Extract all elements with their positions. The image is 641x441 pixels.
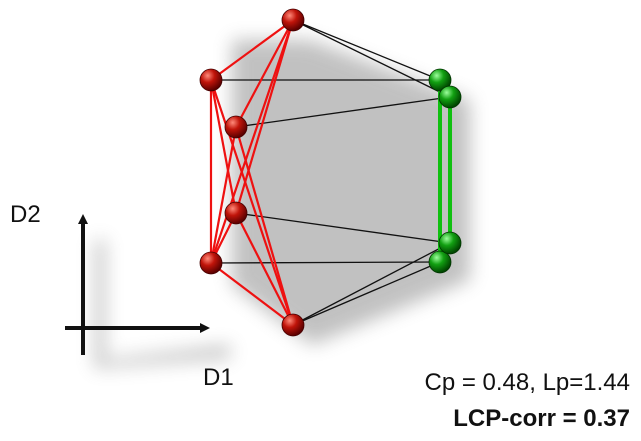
axes xyxy=(65,218,206,355)
y-axis-label: D2 xyxy=(10,201,41,228)
caption-line: Cp = 0.48, Lp=1.44 xyxy=(425,369,631,396)
shadow xyxy=(95,40,470,368)
x-axis-label: D1 xyxy=(203,364,234,391)
caption-result: LCP-corr = 0.37 xyxy=(453,405,630,432)
diagram: D2 D1 Cp = 0.48, Lp=1.44 LCP-corr = 0.37 xyxy=(0,0,641,441)
